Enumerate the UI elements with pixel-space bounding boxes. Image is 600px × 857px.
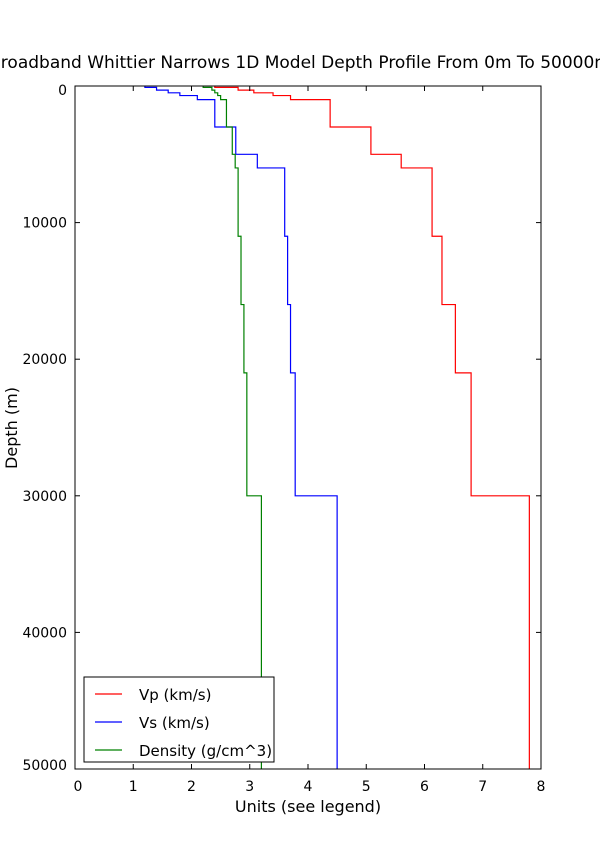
legend-label-1: Vs (km/s) <box>139 714 210 732</box>
legend-label-0: Vp (km/s) <box>139 686 211 704</box>
y-tick-label: 0 <box>58 83 67 99</box>
x-tick-label: 7 <box>478 779 487 795</box>
x-tick-label: 8 <box>537 779 546 795</box>
x-tick-label: 4 <box>304 779 313 795</box>
x-tick-label: 2 <box>187 779 196 795</box>
y-tick-label: 40000 <box>22 625 67 641</box>
y-tick-label: 50000 <box>22 758 67 774</box>
legend-label-2: Density (g/cm^3) <box>139 742 272 760</box>
x-tick-label: 5 <box>362 779 371 795</box>
x-tick-label: 1 <box>129 779 138 795</box>
x-tick-label: 6 <box>420 779 429 795</box>
legend: Vp (km/s) Vs (km/s) Density (g/cm^3) <box>83 676 275 763</box>
series-line-1 <box>144 86 338 769</box>
y-tick-label: 10000 <box>22 216 67 232</box>
x-axis-label: Units (see legend) <box>235 797 381 816</box>
x-tick-label: 3 <box>245 779 254 795</box>
y-axis-label: Depth (m) <box>2 387 21 469</box>
series-line-2 <box>202 86 262 769</box>
y-tick-label: 20000 <box>22 352 67 368</box>
x-tick-label: 0 <box>74 779 83 795</box>
legend-box <box>83 676 275 763</box>
chart-title: Broadband Whittier Narrows 1D Model Dept… <box>0 53 600 73</box>
y-tick-label: 30000 <box>22 489 67 505</box>
series-line-0 <box>214 86 530 769</box>
